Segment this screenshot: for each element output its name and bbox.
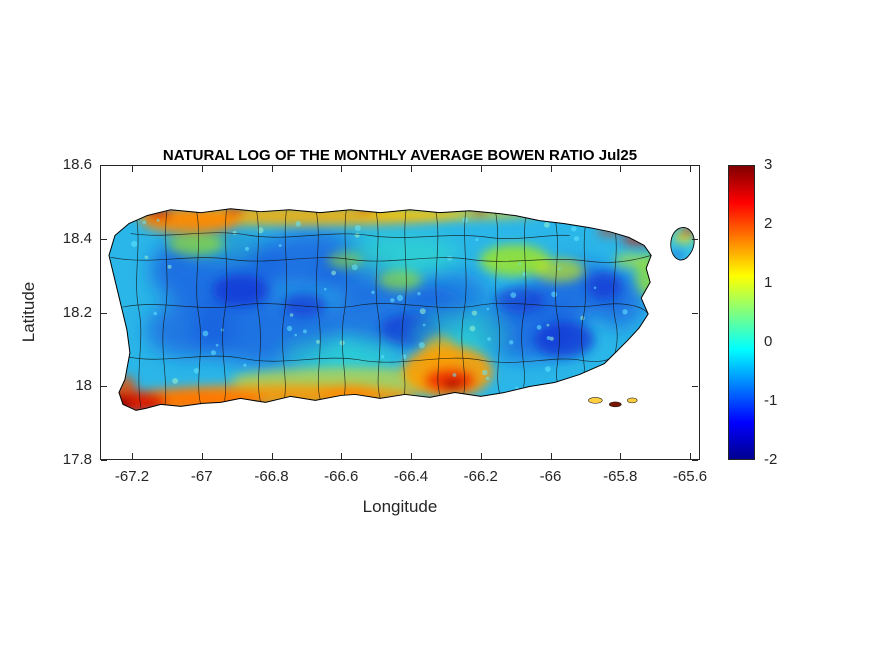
x-tick-label: -66 <box>539 468 562 485</box>
x-tick-mark <box>132 453 133 459</box>
x-axis-label: Longitude <box>362 497 438 516</box>
y-tick-label: 18.2 <box>62 303 92 321</box>
chart-title: NATURAL LOG OF THE MONTHLY AVERAGE BOWEN… <box>162 147 638 164</box>
island-heat-field <box>108 208 652 411</box>
x-tick-mark <box>620 453 622 459</box>
x-tick-label: -66.6 <box>324 468 359 485</box>
puerto-rico-heatmap <box>108 208 695 411</box>
y-axis-label: Latitude <box>19 281 38 343</box>
x-tick-label: -66.4 <box>393 468 429 485</box>
x-tick-mark <box>411 453 412 459</box>
x-tick-mark <box>480 166 482 172</box>
eastern-islet <box>670 227 695 261</box>
x-tick-mark <box>690 166 691 172</box>
colorbar-tick-label: 0 <box>764 333 773 350</box>
y-tick-mark <box>692 312 698 314</box>
y-tick-mark <box>692 386 698 388</box>
y-tick-mark <box>692 165 698 166</box>
y-tick-label: 18.4 <box>62 229 92 247</box>
x-tick-label: -66.8 <box>254 468 289 485</box>
x-tick-mark <box>271 166 273 172</box>
colorbar-tick-label: 3 <box>764 156 773 173</box>
y-tick-mark <box>692 238 698 240</box>
y-tick-label: 18.6 <box>62 156 92 173</box>
x-tick-mark <box>411 166 412 172</box>
y-tick-mark <box>101 460 107 461</box>
x-tick-mark <box>690 453 691 459</box>
y-tick-mark <box>101 238 107 240</box>
x-tick-label: -67.2 <box>114 468 150 485</box>
x-tick-label: -65.6 <box>672 468 708 485</box>
colorbar <box>728 165 755 460</box>
colorbar-tick-label: -2 <box>764 451 778 468</box>
y-tick-mark <box>101 165 107 166</box>
x-tick-label: -65.8 <box>603 468 638 485</box>
x-tick-mark <box>550 453 552 459</box>
speckle-texture <box>120 217 628 401</box>
southern-cays <box>588 397 638 408</box>
colorbar-tick-label: -1 <box>764 392 778 409</box>
municipality-boundaries <box>110 209 652 408</box>
y-tick-label: 18 <box>75 377 92 395</box>
y-tick-mark <box>101 312 107 314</box>
colorbar-tick-label: 2 <box>764 215 773 232</box>
x-tick-mark <box>341 166 343 172</box>
x-tick-label: -67 <box>190 468 213 485</box>
x-tick-mark <box>480 453 482 459</box>
x-tick-mark <box>132 166 133 172</box>
x-tick-mark <box>201 166 203 172</box>
x-tick-mark <box>271 453 273 459</box>
x-tick-label: -66.2 <box>463 468 498 485</box>
y-tick-mark <box>101 386 107 388</box>
x-tick-mark <box>550 166 552 172</box>
coastline-outline <box>108 208 652 411</box>
x-tick-mark <box>341 453 343 459</box>
y-tick-label: 17.8 <box>62 451 92 468</box>
x-tick-mark <box>620 166 622 172</box>
map-plot-area <box>100 165 700 460</box>
y-tick-mark <box>692 460 698 461</box>
x-tick-mark <box>201 453 203 459</box>
colorbar-tick-label: 1 <box>764 274 773 291</box>
